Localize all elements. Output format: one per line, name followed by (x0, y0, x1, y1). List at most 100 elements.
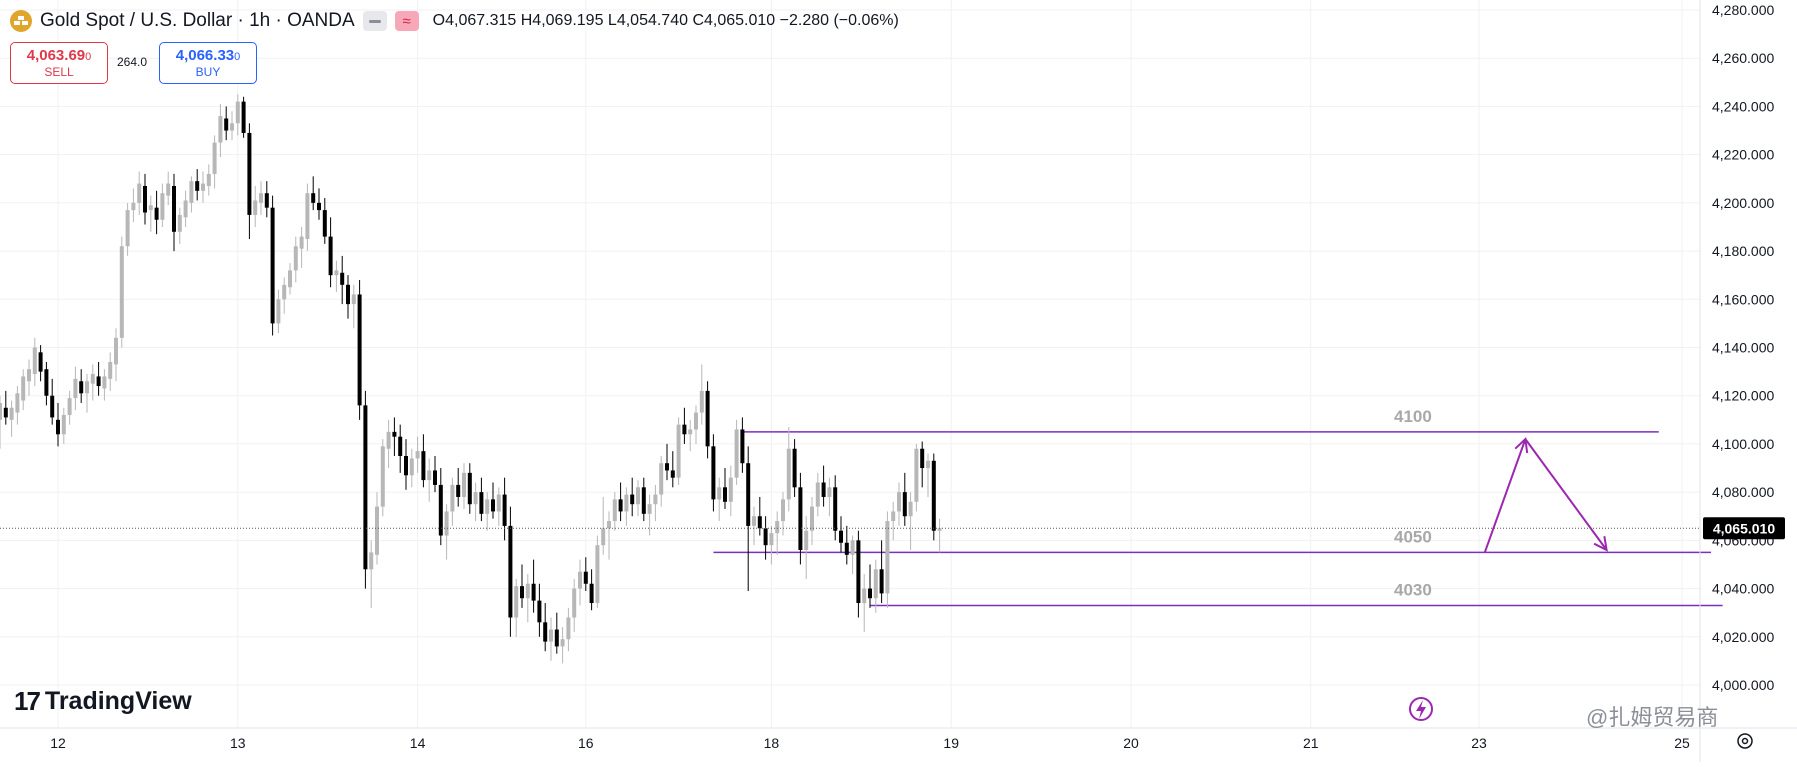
candle-body (276, 299, 281, 324)
candle-body (467, 472, 472, 505)
candle-body (328, 236, 333, 276)
candle-body (183, 200, 188, 218)
candle-body (746, 463, 751, 526)
projection-arrows[interactable] (1483, 437, 1608, 553)
last-price-tag (1703, 517, 1785, 540)
buy-price-pip: 0 (234, 51, 241, 63)
candle-body (195, 181, 200, 191)
lightning-icon[interactable] (1409, 697, 1433, 721)
candle-body (879, 569, 884, 594)
candle-body (699, 390, 704, 413)
candle-body (108, 361, 113, 379)
candle-body (334, 270, 339, 276)
candle-body (618, 499, 623, 512)
candle-body (206, 173, 211, 186)
x-tick-label: 12 (50, 735, 66, 751)
candle-body (688, 429, 693, 435)
candle-body (583, 571, 588, 584)
projection-segment[interactable] (1483, 438, 1527, 553)
candle-body (131, 202, 136, 211)
candle-body (734, 429, 739, 478)
candle-body (728, 477, 733, 502)
y-tick-label: 4,280.000 (1712, 2, 1774, 18)
sell-button[interactable]: 4,063.690 SELL (10, 42, 108, 84)
time-axis[interactable]: 12 13 14 16 18 19 20 21 23 25 (50, 735, 1690, 751)
tradingview-logo[interactable]: 17 TradingView (14, 686, 192, 717)
candle-body (833, 487, 838, 531)
x-tick-label: 19 (943, 735, 959, 751)
candle-body (380, 446, 385, 507)
candle-body (572, 588, 577, 618)
candle-body (96, 376, 101, 387)
candle-body (810, 506, 814, 531)
candle-body (520, 586, 524, 599)
candle-body (172, 185, 176, 232)
candle-body (473, 492, 478, 505)
candle-body (665, 463, 669, 471)
candle-body (589, 583, 594, 604)
candle-body (682, 424, 687, 435)
candle-body (241, 101, 246, 133)
y-tick-label: 4,040.000 (1712, 581, 1774, 597)
settings-icon[interactable] (1736, 732, 1754, 750)
candle-body (409, 458, 414, 476)
candle-body (560, 639, 565, 647)
candle-body (711, 446, 716, 500)
buy-button[interactable]: 4,066.330 BUY (159, 42, 257, 84)
candle-body (0, 402, 2, 420)
candle-body (143, 185, 147, 213)
candle-body (757, 516, 762, 529)
candle-body (73, 378, 78, 399)
candle-body (763, 528, 768, 546)
candle-body (607, 521, 611, 529)
candle-body (421, 451, 426, 481)
candle-body (224, 118, 229, 131)
candle-body (357, 294, 362, 406)
candle-body (67, 398, 72, 415)
candle-body (578, 571, 582, 589)
candle-body (926, 460, 930, 469)
candle-body (177, 214, 182, 232)
candle-body (717, 487, 722, 500)
candle-body (508, 525, 513, 618)
x-tick-label: 25 (1674, 735, 1690, 751)
candle-body (415, 451, 420, 459)
projection-arrowhead (1593, 536, 1608, 552)
candle-body (282, 284, 287, 300)
candle-body (821, 482, 826, 497)
horizontal-levels[interactable]: 4100 4050 4030 (713, 407, 1723, 607)
candle-body (786, 448, 791, 500)
wave-icon[interactable]: ≈ (394, 11, 419, 31)
buy-label: BUY (195, 65, 221, 79)
candle-body (723, 487, 727, 502)
sell-price-pip: 0 (85, 51, 92, 63)
candle-body (212, 142, 217, 174)
projection-segment[interactable] (1524, 438, 1608, 551)
candle-body (160, 193, 165, 220)
candle-body (537, 600, 542, 623)
candle-body (873, 569, 878, 599)
candle-body (21, 376, 26, 401)
hide-indicator-button[interactable] (362, 11, 387, 31)
candle-body (641, 487, 646, 514)
candle-body (351, 294, 356, 305)
symbol-title[interactable]: Gold Spot / U.S. Dollar · 1h · OANDA (40, 10, 355, 31)
candle-body (288, 270, 292, 288)
candle-body (375, 506, 379, 555)
candle-body (404, 455, 408, 476)
candle-body (531, 583, 536, 601)
candle-body (525, 583, 530, 599)
candle-body (305, 193, 310, 240)
candle-body (496, 494, 501, 512)
candle-body (612, 499, 617, 522)
y-tick-label: 4,000.000 (1712, 677, 1774, 693)
candle-body (775, 521, 780, 534)
candle-body (346, 284, 350, 305)
candle-body (27, 369, 31, 382)
candle-body (398, 436, 403, 456)
candle-body (264, 193, 269, 208)
candle-body (189, 181, 194, 203)
